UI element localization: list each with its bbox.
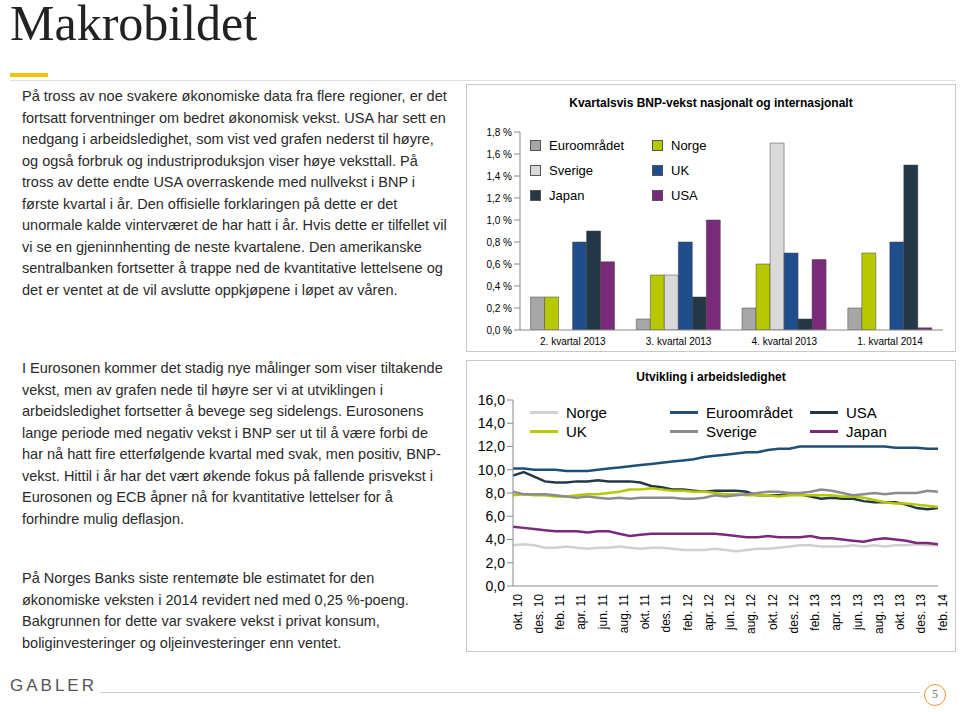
svg-text:feb. 11: feb. 11	[553, 594, 567, 630]
svg-text:8,0: 8,0	[486, 485, 506, 501]
svg-text:jun. 13: jun. 13	[851, 594, 865, 631]
svg-text:apr. 12: apr. 12	[702, 594, 716, 631]
svg-text:aug. 13: aug. 13	[872, 594, 886, 634]
svg-text:2. kvartal 2013: 2. kvartal 2013	[540, 336, 606, 347]
svg-text:0,6 %: 0,6 %	[486, 259, 512, 270]
svg-text:4,0: 4,0	[486, 531, 506, 547]
svg-text:jun. 12: jun. 12	[723, 594, 737, 631]
html-text:Japan: Japan	[846, 423, 887, 440]
html-text:Euroområdet: Euroområdet	[549, 138, 625, 153]
svg-text:1,2 %: 1,2 %	[486, 193, 512, 204]
html-text:Sverige: Sverige	[706, 423, 757, 440]
svg-text:1,0 %: 1,0 %	[486, 215, 512, 226]
html-text:UK: UK	[566, 423, 587, 440]
html-text:Norge: Norge	[671, 138, 707, 153]
svg-text:1,6 %: 1,6 %	[486, 149, 512, 160]
svg-text:0,0: 0,0	[486, 578, 506, 594]
svg-text:des. 11: des. 11	[659, 594, 673, 633]
svg-text:14,0: 14,0	[478, 415, 505, 431]
html-text:Norge: Norge	[566, 404, 607, 421]
html-text:På tross av noe svakere økonom: På tross av noe svakere økonomiske data …	[22, 88, 447, 298]
html-text:GABLER: GABLER	[10, 676, 97, 695]
svg-text:des. 12: des. 12	[787, 594, 801, 634]
svg-text:1,8 %: 1,8 %	[486, 127, 512, 138]
svg-text:okt. 12: okt. 12	[766, 594, 780, 630]
svg-text:2,0: 2,0	[486, 555, 506, 571]
html-text:Sverige: Sverige	[549, 163, 594, 178]
svg-text:feb. 12: feb. 12	[681, 594, 695, 631]
html-text:UK: UK	[671, 163, 690, 178]
svg-text:0,0 %: 0,0 %	[486, 325, 512, 336]
html-text:Kvartalsvis BNP-vekst nasjonal: Kvartalsvis BNP-vekst nasjonalt og inter…	[569, 96, 853, 110]
svg-text:6,0: 6,0	[486, 508, 506, 524]
svg-text:aug. 11: aug. 11	[617, 594, 631, 633]
svg-text:1. kvartal 2014: 1. kvartal 2014	[857, 336, 923, 347]
html-text:USA: USA	[671, 188, 698, 203]
svg-text:des. 13: des. 13	[914, 594, 928, 634]
html-text:I Eurosonen kommer det stadig: I Eurosonen kommer det stadig nye måling…	[22, 360, 443, 527]
svg-text:0,8 %: 0,8 %	[486, 237, 512, 248]
svg-text:des. 10: des. 10	[532, 594, 546, 634]
svg-text:apr. 11: apr. 11	[574, 594, 588, 630]
svg-text:4. kvartal 2013: 4. kvartal 2013	[752, 336, 818, 347]
svg-text:12,0: 12,0	[478, 438, 505, 454]
html-text:Euroområdet: Euroområdet	[706, 404, 793, 421]
html-text:USA: USA	[846, 404, 877, 421]
svg-text:aug. 12: aug. 12	[744, 594, 758, 634]
svg-text:jun. 11: jun. 11	[596, 594, 610, 630]
svg-text:0,4 %: 0,4 %	[486, 281, 512, 292]
svg-text:10,0: 10,0	[478, 462, 505, 478]
svg-text:1,4 %: 1,4 %	[486, 171, 512, 182]
svg-text:okt. 13: okt. 13	[893, 594, 907, 630]
svg-text:feb. 13: feb. 13	[808, 594, 822, 631]
svg-text:okt. 10: okt. 10	[511, 594, 525, 630]
html-text:5: 5	[932, 687, 938, 701]
svg-text:okt. 11: okt. 11	[638, 594, 652, 629]
html-text:Utvikling i arbeidsledighet: Utvikling i arbeidsledighet	[636, 370, 786, 384]
svg-text:0,2 %: 0,2 %	[486, 303, 512, 314]
html-text:Japan: Japan	[549, 188, 585, 203]
svg-text:3. kvartal 2013: 3. kvartal 2013	[646, 336, 712, 347]
svg-text:apr. 13: apr. 13	[829, 594, 843, 631]
html-text:På Norges Banks siste rentemøt: På Norges Banks siste rentemøte ble esti…	[22, 570, 409, 651]
svg-text:feb. 14: feb. 14	[936, 594, 950, 631]
svg-text:16,0: 16,0	[478, 392, 505, 408]
